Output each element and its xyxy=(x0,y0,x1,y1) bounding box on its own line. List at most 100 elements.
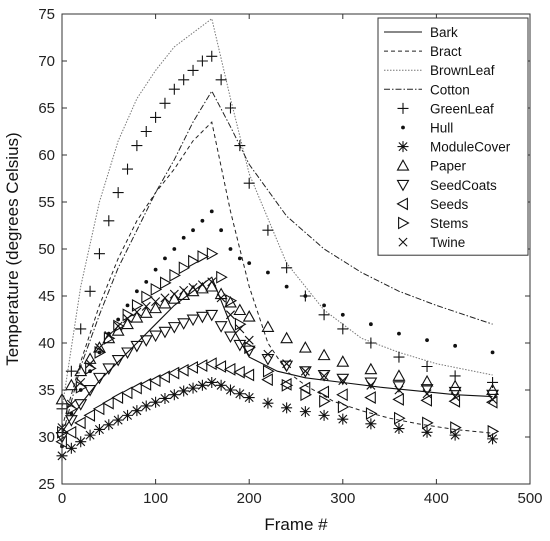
data-point-greenleaf xyxy=(84,285,96,297)
data-point-modulecover xyxy=(449,429,461,441)
data-point-seedcoats xyxy=(420,384,434,396)
data-point-paper xyxy=(280,331,294,344)
x-tick-label: 0 xyxy=(58,490,66,507)
data-point-greenleaf xyxy=(103,215,115,227)
data-point-seeds xyxy=(420,393,432,407)
data-point-greenleaf xyxy=(178,74,190,86)
data-point-paper xyxy=(167,292,181,304)
data-point-hull xyxy=(219,228,224,233)
data-point-greenleaf xyxy=(487,376,499,388)
y-tick-label: 60 xyxy=(38,147,55,164)
legend-marker-stems xyxy=(398,216,410,230)
series-greenleaf xyxy=(56,50,499,415)
data-point-modulecover xyxy=(262,397,274,409)
data-point-hull xyxy=(125,303,130,308)
data-point-seedcoats xyxy=(224,331,237,344)
data-point-seedcoats xyxy=(214,321,228,333)
data-point-stems xyxy=(422,416,434,430)
data-point-modulecover xyxy=(93,423,105,435)
data-point-hull xyxy=(228,247,233,251)
data-point-hull xyxy=(340,312,345,317)
data-point-seeds xyxy=(64,425,77,439)
data-point-seeds xyxy=(55,435,67,449)
data-point-twine xyxy=(160,293,170,303)
data-point-seeds xyxy=(74,416,86,430)
legend-item-seeds: Seeds xyxy=(396,197,469,212)
data-point-twine xyxy=(366,380,376,390)
data-point-twine xyxy=(85,359,95,369)
data-point-stems xyxy=(262,364,275,378)
legend-marker-greenleaf xyxy=(397,102,409,114)
data-point-twine xyxy=(169,289,179,299)
series-line-bract xyxy=(61,121,493,434)
data-point-stems xyxy=(197,250,210,263)
legend-label-hull: Hull xyxy=(430,121,453,136)
data-point-hull xyxy=(181,235,186,240)
data-point-stems xyxy=(319,394,331,408)
series-line-bark xyxy=(61,276,493,433)
legend-item-hull: Hull xyxy=(401,121,453,136)
data-point-seedcoats xyxy=(130,340,144,353)
y-tick-label: 40 xyxy=(38,335,55,352)
data-point-twine xyxy=(394,385,404,395)
data-point-greenleaf xyxy=(131,140,143,152)
data-point-greenleaf xyxy=(75,323,87,335)
data-point-seeds xyxy=(148,374,161,388)
data-point-stems xyxy=(234,317,247,331)
data-point-stems xyxy=(244,341,256,355)
data-point-hull xyxy=(247,261,252,265)
data-point-stems xyxy=(113,319,125,333)
data-point-seeds xyxy=(214,360,227,373)
data-point-stems xyxy=(487,424,500,438)
data-point-twine xyxy=(207,277,217,287)
data-point-modulecover xyxy=(168,389,180,401)
data-point-paper xyxy=(83,352,97,364)
data-point-twine xyxy=(450,392,460,402)
data-point-hull xyxy=(490,350,495,355)
data-point-hull xyxy=(116,317,121,322)
y-tick-label: 70 xyxy=(38,53,55,70)
plot-area xyxy=(55,17,500,462)
legend-marker-paper xyxy=(396,159,410,171)
data-point-seeds xyxy=(139,377,152,391)
data-point-twine xyxy=(282,359,292,369)
data-point-twine xyxy=(188,283,198,293)
data-point-paper xyxy=(130,310,144,323)
data-point-seeds xyxy=(111,391,124,404)
data-point-paper xyxy=(93,341,106,353)
x-axis-ticks: 0 100 200 300 400 500 xyxy=(58,14,543,507)
data-point-paper xyxy=(317,348,331,361)
data-point-twine xyxy=(197,280,207,290)
data-point-seedcoats xyxy=(486,389,499,402)
data-point-stems xyxy=(57,425,69,439)
data-point-seeds xyxy=(261,373,273,387)
data-point-twine xyxy=(141,301,151,311)
data-point-modulecover xyxy=(299,406,311,418)
data-point-modulecover xyxy=(281,402,293,414)
data-point-modulecover xyxy=(65,442,77,454)
data-point-modulecover xyxy=(178,385,190,397)
data-point-paper xyxy=(336,355,350,367)
data-point-greenleaf xyxy=(262,224,274,236)
data-point-modulecover xyxy=(224,384,236,396)
data-point-twine xyxy=(319,371,329,381)
y-tick-label: 35 xyxy=(38,382,55,399)
data-point-stems xyxy=(365,407,378,420)
data-point-paper xyxy=(158,296,172,309)
data-point-hull xyxy=(453,343,458,348)
data-point-seedcoats xyxy=(158,326,172,339)
data-point-seeds xyxy=(83,408,96,422)
data-point-hull xyxy=(284,284,289,289)
x-tick-label: 400 xyxy=(424,490,449,507)
legend-marker-modulecover xyxy=(397,141,409,153)
data-point-twine xyxy=(113,321,123,331)
data-point-greenleaf xyxy=(140,126,152,137)
data-point-modulecover xyxy=(159,392,171,404)
data-point-seeds xyxy=(364,391,376,404)
data-point-seedcoats xyxy=(121,347,134,360)
legend-label-seeds: Seeds xyxy=(430,197,469,212)
data-point-seeds xyxy=(336,388,348,402)
data-point-modulecover xyxy=(487,433,499,445)
data-point-modulecover xyxy=(234,388,246,400)
